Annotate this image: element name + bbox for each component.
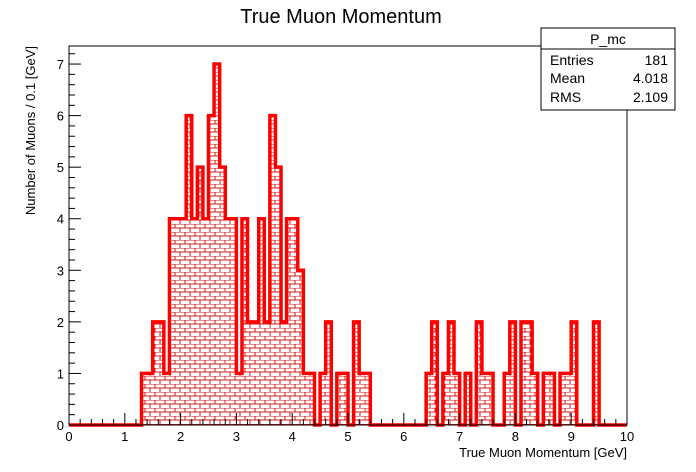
y-tick-label: 4	[57, 212, 64, 227]
histogram-bin	[353, 321, 360, 425]
histogram-bin	[230, 218, 237, 425]
histogram-bin	[247, 321, 254, 425]
histogram-bin	[152, 321, 159, 425]
histogram-bin	[565, 373, 572, 425]
histogram-bin	[476, 321, 482, 425]
histogram-outline	[69, 62, 627, 427]
stats-rms-label: RMS	[550, 89, 581, 105]
histogram-bin	[308, 373, 315, 425]
histogram-bin	[426, 373, 432, 425]
histogram-bin	[487, 373, 494, 425]
stats-box-frame	[540, 27, 676, 111]
x-tick-label: 1	[121, 429, 128, 444]
histogram-bin	[504, 373, 510, 425]
histogram-bin	[158, 321, 164, 425]
stats-box-title: P_mc	[590, 31, 626, 47]
histogram-bin	[481, 373, 488, 425]
histogram-bin	[281, 321, 287, 425]
histogram-bin	[359, 373, 365, 425]
histogram-bin	[320, 373, 326, 425]
histogram-bin	[548, 373, 555, 425]
histogram-bin	[225, 218, 231, 425]
stats-entries-value: 181	[645, 52, 669, 68]
stats-entries-label: Entries	[550, 52, 594, 68]
x-tick-label: 5	[344, 429, 351, 444]
x-axis: 0 1 2 3 4 5 6 7 8 9 10	[65, 413, 634, 444]
histogram-bin	[543, 373, 549, 425]
histogram-bin	[180, 218, 187, 425]
histogram-bin	[269, 115, 276, 425]
histogram-bin	[509, 321, 516, 425]
x-tick-label: 9	[568, 429, 575, 444]
histogram-bin	[303, 373, 309, 425]
histogram-bin	[520, 321, 527, 425]
histogram-bin	[465, 373, 471, 425]
histogram-bin	[364, 373, 371, 425]
histogram-bin	[214, 64, 220, 426]
x-tick-label: 4	[289, 429, 296, 444]
histogram-bin	[571, 321, 577, 425]
histogram-bin	[532, 373, 538, 425]
y-tick-label: 5	[57, 160, 64, 175]
y-axis: 0 1 2 3 4 5 6 7	[57, 53, 81, 433]
histogram-bin	[526, 321, 533, 425]
histogram-bin	[454, 373, 460, 425]
stats-mean-value: 4.018	[633, 70, 668, 86]
histogram-bin	[342, 373, 348, 425]
histogram-bin	[208, 115, 215, 425]
x-tick-label: 8	[512, 429, 519, 444]
histogram-bin	[253, 321, 259, 425]
chart-title: True Muon Momentum	[240, 6, 442, 28]
x-tick-label: 0	[65, 429, 72, 444]
stats-rms-value: 2.109	[633, 89, 668, 105]
y-axis-label: Number of Muons / 0.1 [GeV]	[23, 46, 38, 215]
histogram-bin	[593, 321, 600, 425]
histogram-bin	[264, 321, 270, 425]
y-tick-label: 3	[57, 263, 64, 278]
histogram-bin	[197, 167, 203, 425]
histogram-bin	[141, 373, 148, 425]
y-tick-label: 6	[57, 109, 64, 124]
histogram-bin	[241, 218, 248, 425]
x-tick-label: 7	[456, 429, 463, 444]
x-tick-label: 2	[177, 429, 184, 444]
histogram-bin	[219, 167, 226, 425]
histogram-bin	[236, 373, 242, 425]
histogram-bin	[297, 270, 304, 425]
histogram-bars	[69, 62, 627, 427]
histogram-bin	[325, 321, 332, 425]
y-tick-label: 7	[57, 57, 64, 72]
y-tick-label: 2	[57, 315, 64, 330]
histogram-bin	[258, 218, 265, 425]
stats-mean-label: Mean	[550, 70, 585, 86]
stats-box: P_mc Entries 181 Mean 4.018 RMS 2.109	[540, 27, 676, 111]
y-tick-label: 1	[57, 366, 64, 381]
histogram-bin	[560, 373, 566, 425]
histogram-bin	[431, 321, 438, 425]
histogram-bin	[202, 218, 209, 425]
histogram-bin	[147, 373, 153, 425]
x-tick-label: 10	[620, 429, 634, 444]
histogram-bin	[292, 218, 298, 425]
histogram-bin	[175, 218, 181, 425]
histogram-bin	[442, 373, 449, 425]
x-tick-label: 6	[400, 429, 407, 444]
histogram-bin	[191, 218, 198, 425]
x-axis-label: True Muon Momentum [GeV]	[459, 445, 627, 460]
histogram-bin	[286, 218, 293, 425]
histogram-bin	[275, 167, 282, 425]
histogram-bin	[336, 373, 343, 425]
y-tick-label: 0	[57, 418, 64, 433]
histogram-bin	[186, 115, 192, 425]
histogram-bin	[448, 321, 455, 425]
histogram-bin	[163, 373, 170, 425]
x-tick-label: 3	[233, 429, 240, 444]
histogram-bin	[169, 218, 176, 425]
